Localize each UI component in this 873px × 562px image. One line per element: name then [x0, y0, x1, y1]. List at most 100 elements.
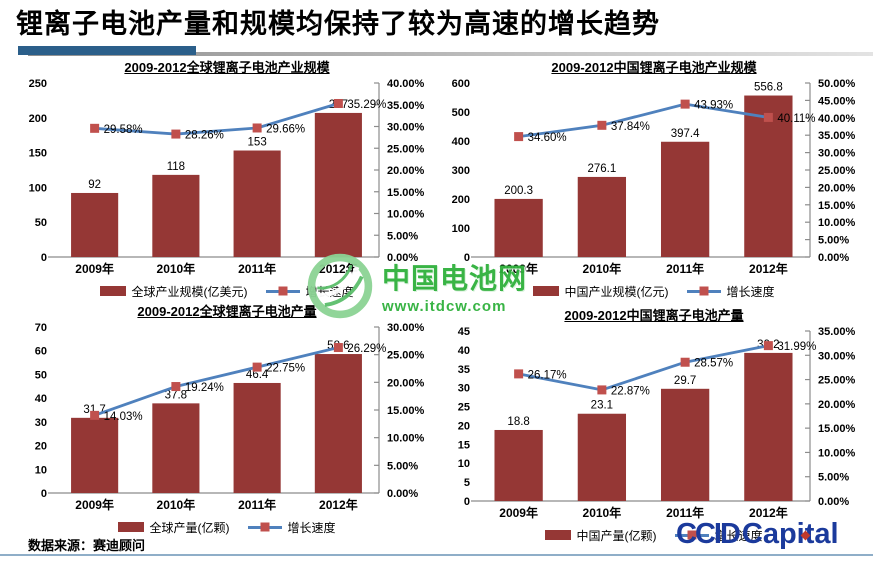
line-series-swatch	[675, 530, 710, 540]
x-axis-category-label: 2011年	[666, 261, 704, 276]
bar-series-swatch	[118, 522, 145, 532]
right-axis-tick-label: 20.00%	[818, 399, 856, 411]
bar	[660, 388, 710, 501]
left-axis-tick-label: 20	[458, 420, 470, 432]
x-axis-category-label: 2012年	[749, 505, 788, 520]
right-axis-tick-label: 15.00%	[818, 200, 856, 212]
right-axis-tick-label: 30.00%	[387, 322, 425, 334]
watermark-text: 中国电池网 www.itdcw.com	[382, 257, 527, 315]
chart-legend: 中国产业规模(亿元) 增长速度	[441, 279, 867, 303]
line-value-label: 28.57%	[694, 358, 733, 370]
line-value-label: 37.84%	[611, 121, 650, 133]
left-axis-tick-label: 40	[458, 345, 470, 357]
left-axis-tick-label: 0	[464, 252, 470, 264]
left-axis-tick-label: 45	[458, 326, 470, 338]
line-value-label: 40.11%	[777, 113, 815, 125]
left-axis-tick-label: 20	[35, 441, 47, 453]
left-axis-tick-label: 200	[29, 113, 47, 125]
left-axis-tick-label: 250	[29, 78, 47, 90]
right-axis-tick-label: 20.00%	[818, 182, 856, 194]
x-axis-category-label: 2012年	[319, 497, 358, 512]
x-axis-category-label: 2009年	[499, 261, 538, 276]
chart-legend: 中国产量(亿颗) 增长速度	[441, 523, 867, 547]
x-axis-category-label: 2011年	[238, 261, 276, 276]
bar	[152, 403, 200, 493]
left-axis-tick-label: 50	[35, 217, 47, 229]
legend-label-bar: 全球产业规模(亿美元)	[131, 284, 248, 299]
chart-plot-area: 0 50 100 150 200 250 0.00% 5.00% 10.00% 15.00% 20.…	[29, 78, 425, 276]
line-value-label: 35.29%	[347, 99, 386, 111]
right-axis-tick-label: 0.00%	[387, 488, 418, 500]
ccid-capital-logo: CCID Capital	[676, 518, 839, 551]
data-source: 数据来源：赛迪顾问	[28, 535, 145, 554]
legend-label-line: 增长速度	[287, 520, 336, 535]
line-marker	[90, 123, 100, 133]
title-divider-line	[28, 52, 873, 56]
legend-label-line: 增长速度	[714, 528, 763, 543]
chart-plot-area: 0 5 10 15 20 25 30 35 40 45 0.00% 5.00% 10.00% 15.00%…	[458, 326, 856, 520]
right-axis-tick-label: 0.00%	[387, 252, 418, 264]
line-series-swatch	[248, 522, 283, 532]
line-marker	[597, 120, 607, 130]
x-axis-category-label: 2009年	[75, 497, 114, 512]
bar	[314, 112, 362, 257]
battery-net-logo-icon	[307, 253, 373, 319]
watermark-site-name: 中国电池网	[382, 263, 528, 294]
line-marker-icon	[278, 286, 288, 296]
right-axis-tick-label: 40.00%	[818, 113, 856, 125]
right-axis-tick-label: 10.00%	[387, 209, 425, 221]
bar	[577, 413, 627, 501]
chart-title: 2009-2012全球锂离子电池产量	[137, 304, 317, 319]
x-axis-category-label: 2010年	[583, 505, 622, 520]
bottom-rule	[0, 554, 873, 556]
bar-value-label: 118	[167, 161, 185, 173]
bar	[314, 354, 362, 493]
line-marker-icon	[260, 522, 270, 532]
page-title: 锂离子电池产量和规模均保持了较为高速的增长趋势	[16, 9, 660, 39]
growth-line	[518, 102, 769, 138]
line-value-label: 19.24%	[185, 382, 224, 394]
chart-global-production: 2009-2012全球锂离子电池产量 0 10 20 30 40 50 60 70 0.00% 5…	[18, 301, 436, 539]
line-series-swatch	[687, 286, 722, 296]
line-marker	[90, 410, 100, 420]
chart-title: 2009-2012全球锂离子电池产业规模	[124, 60, 330, 75]
line-value-label: 26.29%	[347, 343, 386, 355]
left-axis-tick-label: 30	[35, 417, 47, 429]
bar-value-label: 29.7	[674, 375, 696, 387]
bar	[494, 429, 543, 501]
right-axis-tick-label: 25.00%	[387, 350, 425, 362]
chart-legend: 全球产量(亿颗) 增长速度	[18, 515, 436, 539]
right-axis-tick-label: 45.00%	[818, 95, 856, 107]
watermark-site-url: www.itdcw.com	[382, 298, 507, 315]
bar	[152, 174, 200, 257]
line-value-label: 29.58%	[104, 124, 143, 136]
line-series-swatch	[266, 286, 301, 296]
data-source-value: 赛迪顾问	[93, 538, 146, 553]
left-axis-tick-label: 70	[35, 322, 47, 334]
left-axis-tick-label: 30	[458, 383, 470, 395]
line-value-label: 43.93%	[694, 100, 733, 112]
ccid-logo-text: CCID	[676, 518, 741, 550]
left-axis-tick-label: 40	[35, 393, 47, 405]
line-marker	[763, 112, 773, 122]
bar	[577, 176, 627, 257]
right-axis-tick-label: 20.00%	[387, 165, 425, 177]
left-axis-tick-label: 100	[452, 223, 470, 235]
line-marker	[680, 99, 690, 109]
bar	[233, 382, 281, 493]
left-axis-tick-label: 5	[464, 477, 470, 489]
line-marker-icon	[699, 286, 709, 296]
line-marker	[333, 98, 343, 108]
legend-label-bar: 中国产量(亿颗)	[576, 528, 657, 543]
bar-value-label: 153	[248, 137, 267, 149]
bar-value-label: 37.8	[165, 389, 187, 401]
right-axis-tick-label: 0.00%	[818, 252, 849, 264]
right-axis-tick-label: 0.00%	[818, 496, 849, 508]
bar-series-swatch	[545, 530, 572, 540]
left-axis-tick-label: 600	[452, 78, 470, 90]
line-value-label: 29.66%	[266, 123, 305, 135]
left-axis-tick-label: 15	[458, 439, 470, 451]
right-axis-tick-label: 10.00%	[387, 433, 425, 445]
right-axis-tick-label: 20.00%	[387, 377, 425, 389]
x-axis-category-label: 2011年	[666, 505, 704, 520]
